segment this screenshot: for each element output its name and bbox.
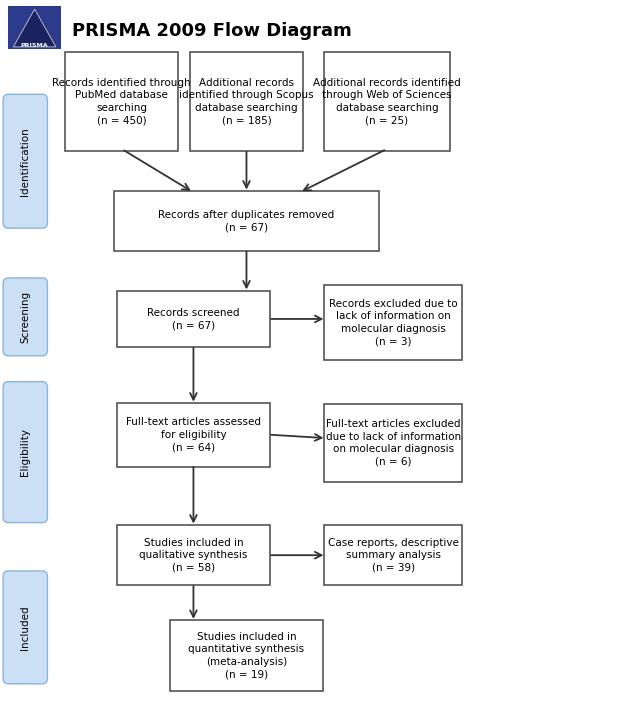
Text: Records screened
(n = 67): Records screened (n = 67) xyxy=(147,308,240,330)
Text: Additional records identified
through Web of Sciences
database searching
(n = 25: Additional records identified through We… xyxy=(313,78,461,125)
FancyBboxPatch shape xyxy=(66,53,178,151)
FancyBboxPatch shape xyxy=(3,95,47,229)
FancyBboxPatch shape xyxy=(3,571,47,684)
FancyBboxPatch shape xyxy=(324,404,462,482)
FancyBboxPatch shape xyxy=(190,53,303,151)
FancyBboxPatch shape xyxy=(3,278,47,355)
Text: Identification: Identification xyxy=(20,127,31,196)
Polygon shape xyxy=(14,9,56,47)
Text: Records after duplicates removed
(n = 67): Records after duplicates removed (n = 67… xyxy=(158,210,334,232)
FancyBboxPatch shape xyxy=(114,191,379,251)
FancyBboxPatch shape xyxy=(170,620,323,691)
Text: Studies included in
quantitative synthesis
(meta-analysis)
(n = 19): Studies included in quantitative synthes… xyxy=(188,632,305,679)
Text: Case reports, descriptive
summary analysis
(n = 39): Case reports, descriptive summary analys… xyxy=(328,538,459,573)
Text: Records excluded due to
lack of information on
molecular diagnosis
(n = 3): Records excluded due to lack of informat… xyxy=(329,299,457,346)
FancyBboxPatch shape xyxy=(117,402,270,467)
FancyBboxPatch shape xyxy=(117,290,270,347)
Text: Full-text articles assessed
for eligibility
(n = 64): Full-text articles assessed for eligibil… xyxy=(126,417,261,452)
Text: Screening: Screening xyxy=(20,291,31,343)
Text: Included: Included xyxy=(20,605,31,650)
Text: Additional records
identified through Scopus
database searching
(n = 185): Additional records identified through Sc… xyxy=(179,78,314,125)
FancyBboxPatch shape xyxy=(3,381,47,523)
Text: PRISMA: PRISMA xyxy=(21,43,49,48)
Text: Records identified through
PubMed database
searching
(n = 450): Records identified through PubMed databa… xyxy=(52,78,191,125)
FancyBboxPatch shape xyxy=(324,285,462,360)
Text: Full-text articles excluded
due to lack of information
on molecular diagnosis
(n: Full-text articles excluded due to lack … xyxy=(326,419,461,467)
Text: Eligibility: Eligibility xyxy=(20,428,31,476)
FancyBboxPatch shape xyxy=(117,525,270,585)
Text: PRISMA 2009 Flow Diagram: PRISMA 2009 Flow Diagram xyxy=(72,22,351,41)
FancyBboxPatch shape xyxy=(324,525,462,585)
FancyBboxPatch shape xyxy=(324,53,449,151)
Text: Studies included in
qualitative synthesis
(n = 58): Studies included in qualitative synthesi… xyxy=(139,538,248,573)
FancyBboxPatch shape xyxy=(8,6,61,49)
